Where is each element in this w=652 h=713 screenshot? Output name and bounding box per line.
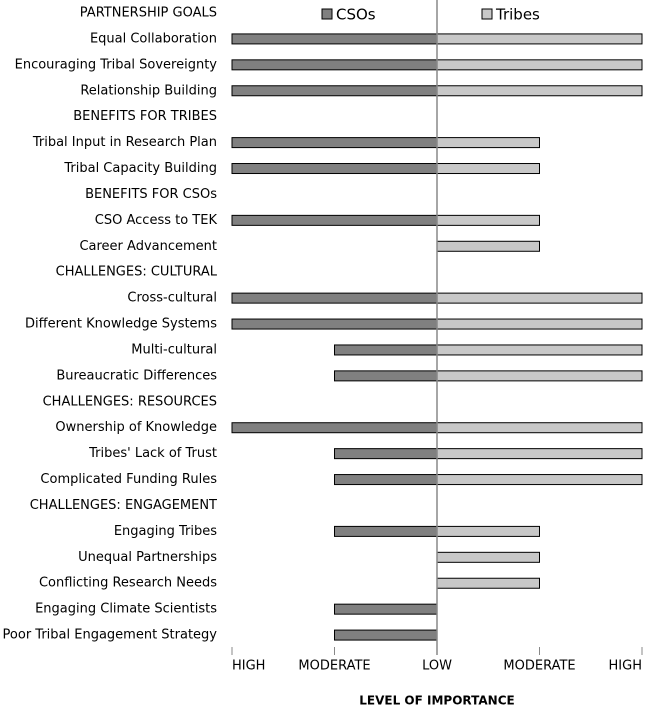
x-tick-label: MODERATE	[503, 659, 575, 674]
y-tick-label: Cross-cultural	[127, 291, 217, 306]
y-tick-label: CHALLENGES: ENGAGEMENT	[30, 498, 217, 513]
y-tick-label: Relationship Building	[80, 83, 217, 98]
bar	[436, 525, 540, 537]
x-tick-label: LOW	[422, 659, 452, 674]
legend-label: Tribes	[495, 6, 540, 24]
bar	[231, 33, 438, 45]
y-tick-label: Complicated Funding Rules	[40, 472, 217, 487]
bar	[436, 85, 643, 97]
bar	[231, 163, 438, 175]
y-tick-label: Engaging Tribes	[114, 524, 217, 539]
bar	[436, 344, 643, 356]
x-axis-label: LEVEL OF IMPORTANCE	[359, 694, 514, 708]
y-tick-label: Ownership of Knowledge	[55, 420, 217, 435]
bar	[231, 214, 438, 226]
y-tick-label: Engaging Climate Scientists	[35, 602, 217, 617]
bar	[334, 474, 438, 486]
bar	[436, 59, 643, 71]
bar	[436, 370, 643, 382]
y-tick-label: Tribes' Lack of Trust	[88, 446, 217, 461]
bar	[231, 292, 438, 304]
y-tick-label: Bureaucratic Differences	[56, 368, 217, 383]
bar	[436, 448, 643, 460]
bar	[334, 603, 438, 615]
bar	[231, 422, 438, 434]
legend-label: CSOs	[336, 6, 376, 24]
y-tick-label: Multi-cultural	[131, 342, 217, 357]
bar	[334, 344, 438, 356]
bar	[436, 292, 643, 304]
y-tick-label: Different Knowledge Systems	[25, 317, 217, 332]
bar	[436, 163, 540, 175]
y-tick-label: Unequal Partnerships	[78, 550, 217, 565]
bar	[436, 422, 643, 434]
bar	[436, 577, 540, 589]
bar	[334, 370, 438, 382]
y-tick-label: CHALLENGES: RESOURCES	[43, 394, 217, 409]
bar	[436, 474, 643, 486]
x-tick-label: HIGH	[609, 659, 642, 674]
bar	[334, 629, 438, 641]
bar	[334, 525, 438, 537]
y-tick-label: BENEFITS FOR TRIBES	[73, 109, 217, 124]
bar	[231, 137, 438, 149]
y-tick-label: Conflicting Research Needs	[39, 576, 217, 591]
y-tick-label: BENEFITS FOR CSOs	[85, 187, 217, 202]
y-tick-label: Career Advancement	[79, 239, 217, 254]
bar	[436, 137, 540, 149]
x-tick-label: HIGH	[232, 659, 265, 674]
y-tick-label: CHALLENGES: CULTURAL	[56, 265, 218, 280]
bar	[436, 240, 540, 252]
bar	[231, 59, 438, 71]
bar	[231, 85, 438, 97]
y-tick-label: Tribal Input in Research Plan	[32, 135, 217, 150]
y-tick-label: CSO Access to TEK	[95, 213, 218, 228]
y-tick-label: Encouraging Tribal Sovereignty	[15, 57, 218, 72]
bar	[334, 448, 438, 460]
y-tick-label: Tribal Capacity Building	[63, 161, 217, 176]
x-tick-label: MODERATE	[298, 659, 370, 674]
bar	[436, 214, 540, 226]
bar	[436, 551, 540, 563]
y-tick-label: Poor Tribal Engagement Strategy	[3, 628, 218, 643]
y-tick-label: PARTNERSHIP GOALS	[80, 6, 217, 21]
bar	[436, 318, 643, 330]
bar	[231, 318, 438, 330]
y-tick-label: Equal Collaboration	[90, 31, 217, 46]
legend-swatch	[481, 8, 493, 20]
bar	[436, 33, 643, 45]
legend-swatch	[321, 8, 333, 20]
